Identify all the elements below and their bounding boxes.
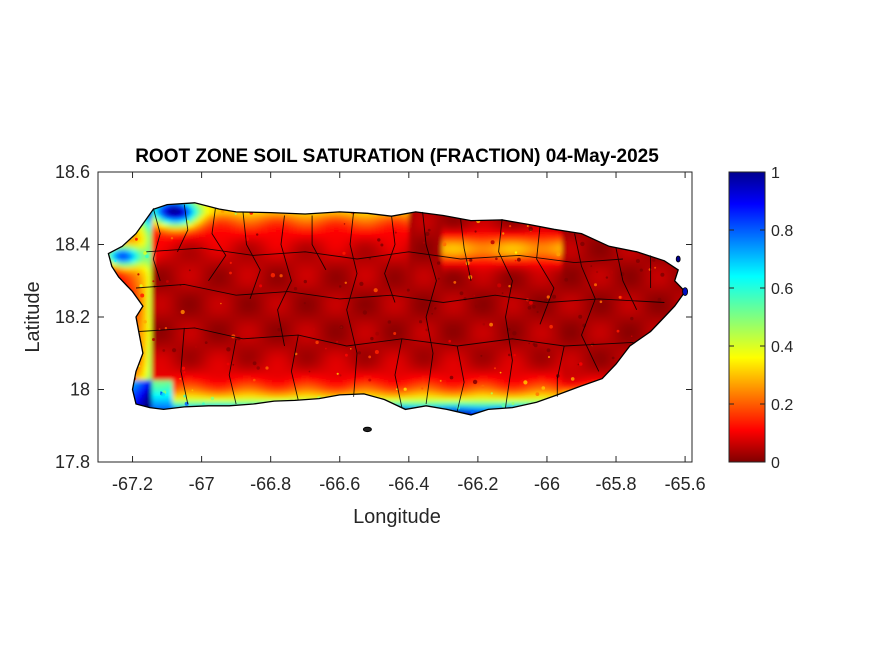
colorbar-gradient	[728, 171, 766, 463]
x-axis-label: Longitude	[353, 506, 441, 528]
colorbar-tick-label: 0.2	[771, 397, 793, 414]
y-tick-label: 18.6	[55, 162, 90, 182]
y-tick-label: 18	[70, 380, 90, 400]
colorbar: 0 0.2 0.4 0.6 0.8 1	[728, 165, 793, 472]
colorbar-tick-label: 0	[771, 455, 780, 472]
chart-title: ROOT ZONE SOIL SATURATION (FRACTION) 04-…	[135, 146, 659, 167]
colorbar-tick-label: 0.4	[771, 339, 793, 356]
y-tick-label: 18.4	[55, 235, 90, 255]
colorbar-tick-label: 0.6	[771, 281, 793, 298]
x-tick-label: -66.8	[250, 474, 291, 494]
plot-area: -67.2 -67 -66.8 -66.6 -66.4 -66.2 -66 -65.8 -65.…	[55, 162, 706, 494]
x-tick-label: -67	[189, 474, 215, 494]
y-axis: 17.8 18 18.2 18.4 18.6	[55, 162, 692, 472]
x-tick-label: -66.4	[388, 474, 429, 494]
small-islands	[362, 255, 688, 433]
saturation-field	[108, 202, 686, 415]
island-outline	[107, 202, 686, 416]
x-tick-label: -66.2	[457, 474, 498, 494]
colorbar-ticks: 0 0.2 0.4 0.6 0.8 1	[729, 165, 793, 472]
x-tick-label: -65.8	[596, 474, 637, 494]
x-tick-label: -65.6	[665, 474, 706, 494]
x-tick-label: -66.6	[319, 474, 360, 494]
y-tick-label: 17.8	[55, 452, 90, 472]
x-tick-label: -67.2	[112, 474, 153, 494]
colorbar-tick-label: 1	[771, 165, 780, 182]
municipality-boundaries	[135, 204, 665, 412]
y-tick-label: 18.2	[55, 307, 90, 327]
x-axis: -67.2 -67 -66.8 -66.6 -66.4 -66.2 -66 -65.8 -65.…	[112, 172, 706, 494]
colorbar-tick-label: 0.8	[771, 223, 793, 240]
x-tick-label: -66	[534, 474, 560, 494]
y-axis-label: Latitude	[22, 281, 44, 352]
